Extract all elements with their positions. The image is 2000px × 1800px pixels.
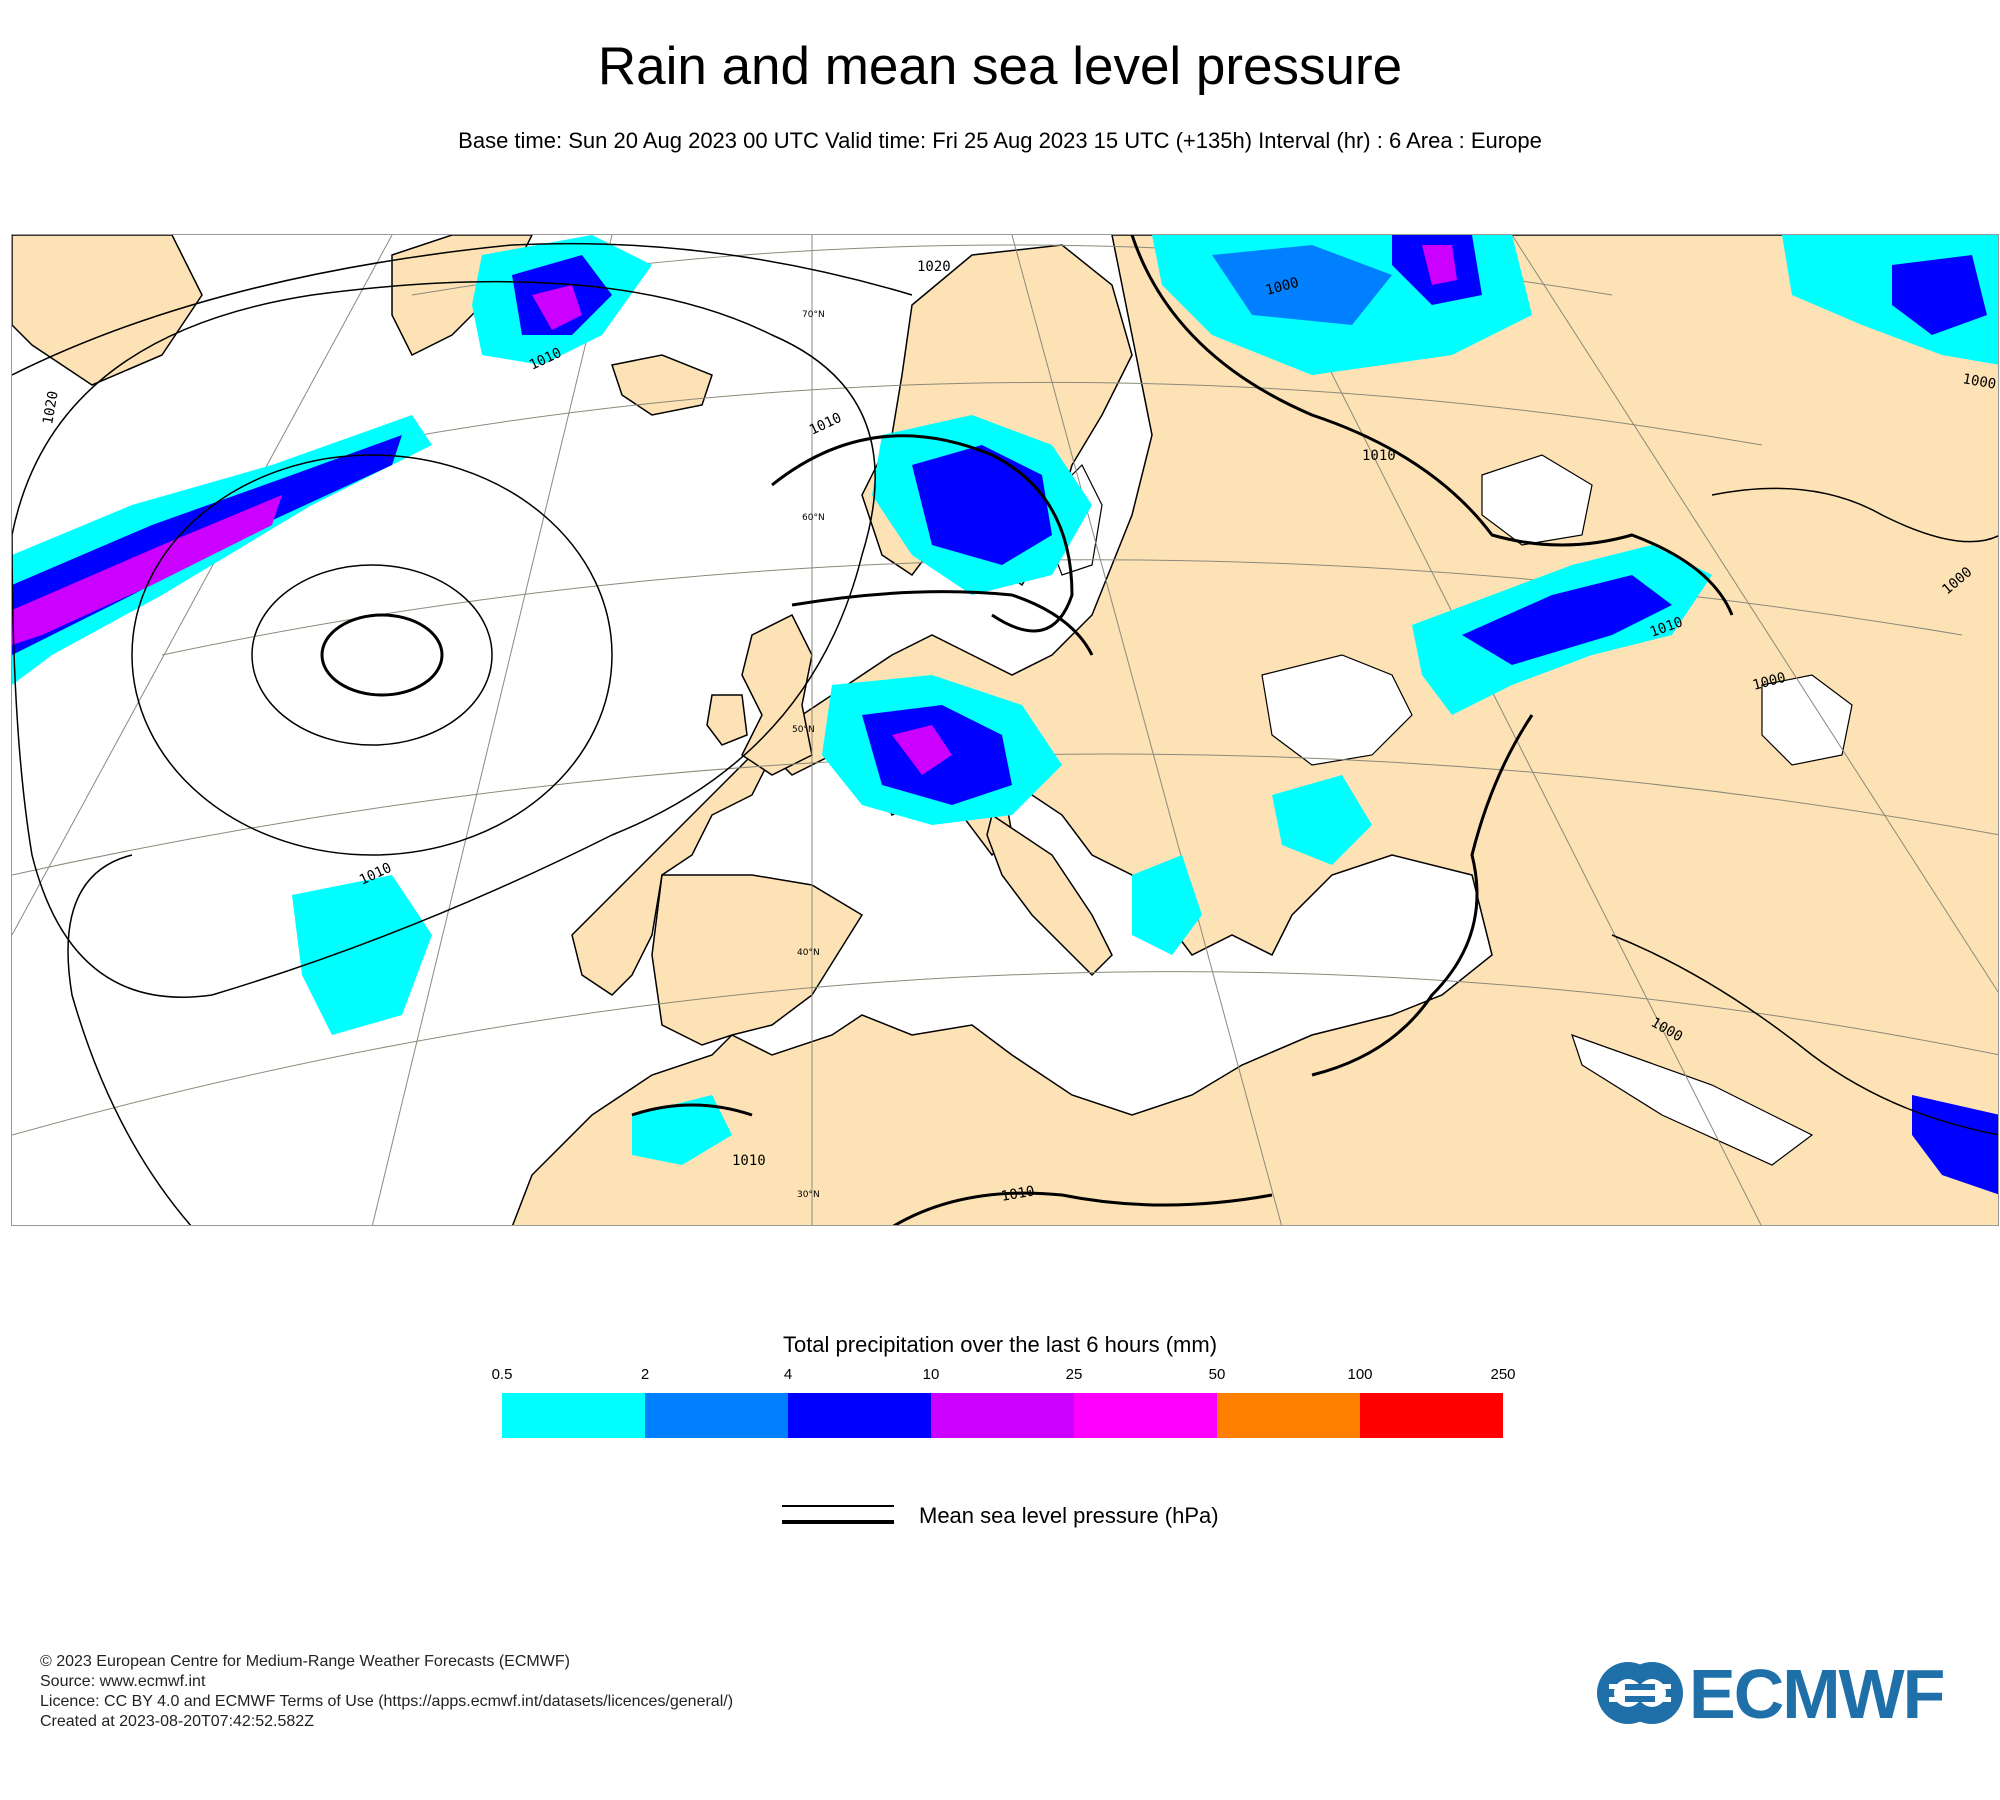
isobar-label: 1010 — [807, 410, 844, 439]
colorbar-segment — [1074, 1393, 1217, 1438]
isobars — [12, 235, 1998, 1225]
colorbar-tick: 100 — [1347, 1366, 1373, 1383]
chart-title: Rain and mean sea level pressure — [597, 37, 1403, 96]
colorbar-tick: 0.5 — [491, 1366, 513, 1383]
precipitation-areas — [12, 235, 1998, 1195]
colorbar-tick: 4 — [783, 1366, 793, 1383]
colorbar-segment — [1217, 1393, 1360, 1438]
precipitation-legend-title: Total precipitation over the last 6 hour… — [782, 1332, 1218, 1357]
source-text: Source: www.ecmwf.int — [40, 1673, 206, 1690]
footer-credits: © 2023 European Centre for Medium-Range … — [40, 1652, 733, 1732]
map-canvas: 70°N 60°N 50°N 40°N 30°N 1020 1020 1010 … — [12, 235, 1998, 1225]
isobar-label: 1020 — [917, 259, 951, 275]
colorbar-tick: 10 — [922, 1366, 940, 1383]
colorbar-segment — [788, 1393, 931, 1438]
colorbar-segment — [645, 1393, 788, 1438]
isobar-label: 1010 — [1000, 1183, 1036, 1205]
colorbar-tick: 25 — [1065, 1366, 1083, 1383]
created-text: Created at 2023-08-20T07:42:52.582Z — [40, 1713, 314, 1730]
lat-label: 30°N — [797, 1190, 820, 1200]
copyright-text: © 2023 European Centre for Medium-Range … — [40, 1653, 570, 1670]
licence-text: Licence: CC BY 4.0 and ECMWF Terms of Us… — [40, 1693, 734, 1710]
msl-legend-symbol — [782, 1502, 894, 1526]
ecmwf-logo-icon — [1597, 1662, 1683, 1724]
colorbar-segment — [502, 1393, 645, 1438]
isobar-label: 1010 — [732, 1153, 766, 1169]
ecmwf-logo-text: ECMWF — [1689, 1655, 1945, 1733]
colorbar-segment — [931, 1393, 1074, 1438]
weather-map[interactable]: 70°N 60°N 50°N 40°N 30°N 1020 1020 1010 … — [11, 234, 1999, 1226]
colorbar-tick: 50 — [1208, 1366, 1226, 1383]
lat-label: 60°N — [802, 513, 825, 523]
colorbar-tick: 250 — [1490, 1366, 1516, 1383]
msl-thick-line — [782, 1520, 894, 1524]
lat-label: 40°N — [797, 948, 820, 958]
msl-thin-line — [782, 1505, 894, 1507]
latitude-labels: 70°N 60°N 50°N 40°N 30°N — [792, 310, 825, 1200]
colorbar-segment — [1360, 1393, 1503, 1438]
isobar-label: 1000 — [1961, 371, 1997, 393]
precipitation-colorbar — [502, 1393, 1503, 1438]
chart-subtitle: Base time: Sun 20 Aug 2023 00 UTC Valid … — [458, 128, 1542, 153]
ecmwf-logo: ECMWF — [1595, 1655, 1975, 1733]
colorbar-tick: 2 — [640, 1366, 650, 1383]
isobar-label: 1020 — [40, 390, 62, 426]
msl-legend-label: Mean sea level pressure (hPa) — [919, 1503, 1219, 1528]
isobar-label: 1010 — [1362, 448, 1396, 464]
lat-label: 70°N — [802, 310, 825, 320]
lat-label: 50°N — [792, 725, 815, 735]
